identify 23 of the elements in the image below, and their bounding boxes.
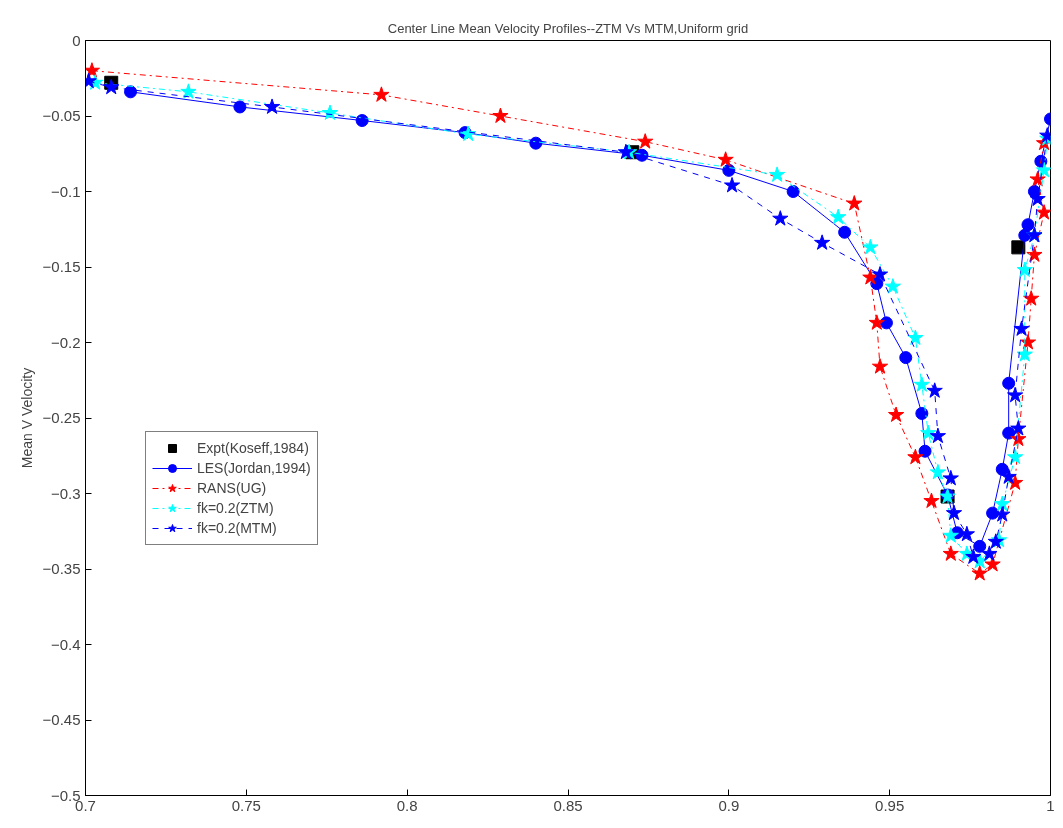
x-tick-label: 0.95 bbox=[875, 796, 905, 814]
y-tick-label: −0.35 bbox=[42, 560, 81, 577]
chart-title: Center Line Mean Velocity Profiles--ZTM Vs MTM,Uniform grid bbox=[387, 20, 749, 36]
y-tick-label: −0.4 bbox=[50, 635, 81, 653]
legend-label: Expt(Koseff,1984) bbox=[197, 439, 309, 458]
x-tick-label: 0.9 bbox=[718, 796, 740, 814]
x-tick-label: 0.75 bbox=[231, 796, 261, 814]
y-tick-label: −0.2 bbox=[50, 333, 81, 351]
y-tick-label: 0 bbox=[72, 31, 81, 49]
legend-label: fk=0.2(MTM) bbox=[197, 519, 277, 538]
legend-label: LES(Jordan,1994) bbox=[197, 459, 311, 478]
y-axis-title: Mean V Velocity bbox=[18, 367, 35, 469]
y-tick-label: −0.05 bbox=[42, 107, 81, 124]
y-tick-label: −0.3 bbox=[50, 484, 81, 502]
y-tick-label: −0.15 bbox=[42, 258, 81, 275]
y-tick-label: −0.1 bbox=[50, 182, 81, 200]
y-tick-label: −0.45 bbox=[42, 711, 81, 728]
legend-label: RANS(UG) bbox=[197, 479, 267, 498]
y-tick-label: −0.25 bbox=[42, 409, 81, 426]
x-tick-label: 0.85 bbox=[553, 796, 583, 814]
x-tick-label: 0.8 bbox=[396, 796, 418, 814]
x-tick-label: 1 bbox=[1046, 796, 1055, 814]
legend-label: fk=0.2(ZTM) bbox=[197, 499, 274, 518]
